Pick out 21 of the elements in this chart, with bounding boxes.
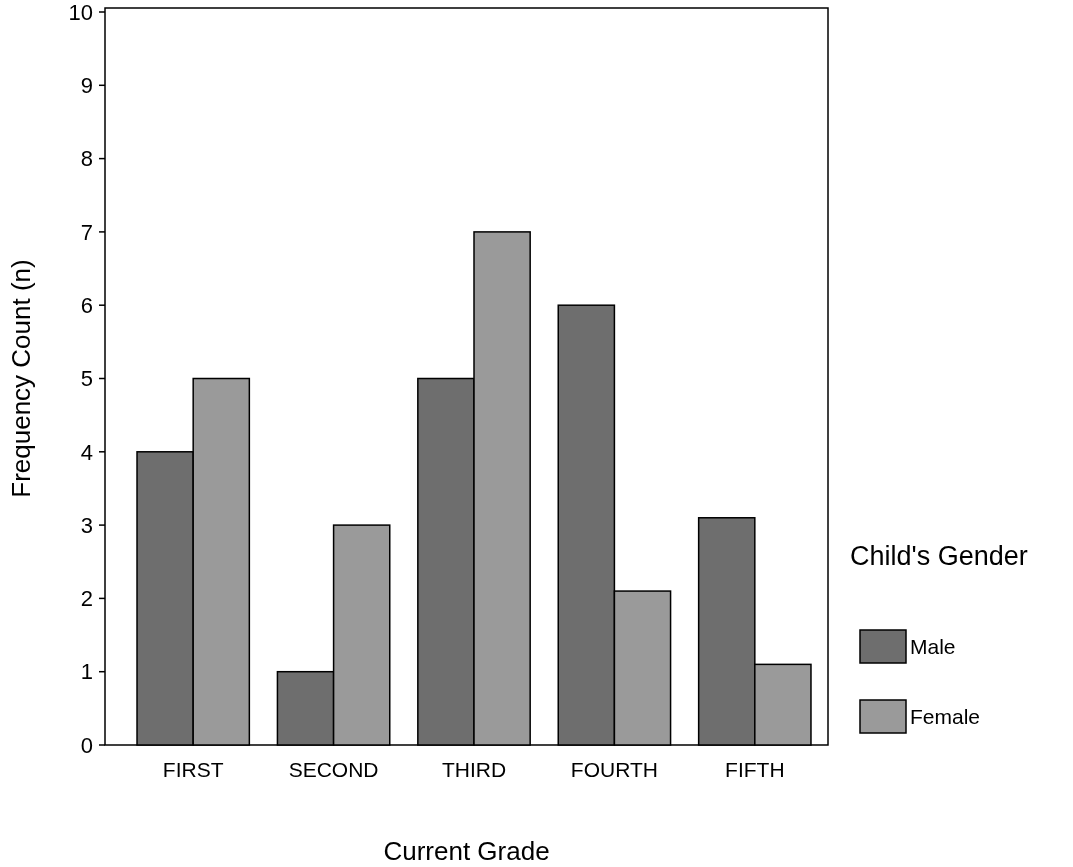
y-tick-label: 10 (68, 0, 93, 25)
y-axis-title: Frequency Count (n) (6, 259, 36, 498)
x-tick-label: THIRD (441, 758, 507, 781)
y-tick-label: 8 (80, 146, 93, 172)
x-tick-label: FIFTH (725, 758, 785, 781)
legend-title: Child's Gender (850, 541, 1028, 571)
y-tick-label: 7 (80, 219, 93, 245)
y-tick-label: 3 (80, 512, 93, 538)
x-axis-title: Current Grade (383, 836, 550, 866)
y-tick-label: 5 (80, 366, 93, 392)
legend-label: Male (910, 635, 956, 659)
y-tick-label: 2 (80, 586, 93, 612)
y-tick-label: 9 (80, 73, 93, 98)
legend-label: Female (910, 705, 981, 729)
y-tick-label: 1 (80, 659, 93, 685)
x-tick-label: FIRST (162, 758, 224, 781)
y-tick-label: 4 (80, 439, 93, 465)
y-tick-label: 0 (80, 732, 93, 758)
x-tick-label: SECOND (288, 758, 379, 781)
y-tick-label: 6 (80, 292, 93, 318)
x-tick-label: FOURTH (570, 758, 658, 781)
